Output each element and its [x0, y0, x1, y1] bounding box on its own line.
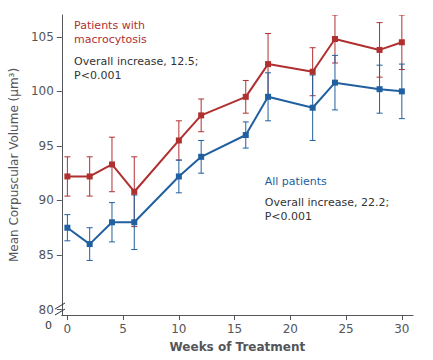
svg-text:Weeks of Treatment: Weeks of Treatment	[170, 340, 306, 354]
svg-text:5: 5	[119, 322, 127, 336]
svg-text:100: 100	[31, 84, 54, 98]
svg-text:Overall increase, 12.5;: Overall increase, 12.5;	[74, 55, 198, 68]
svg-text:Patients with: Patients with	[74, 19, 145, 32]
svg-text:P<0.001: P<0.001	[74, 69, 121, 82]
svg-text:All patients: All patients	[265, 175, 327, 188]
svg-text:30: 30	[394, 322, 409, 336]
svg-text:25: 25	[338, 322, 353, 336]
svg-text:90: 90	[39, 193, 54, 207]
svg-text:85: 85	[39, 248, 54, 262]
svg-text:P<0.001: P<0.001	[265, 210, 312, 223]
svg-text:20: 20	[283, 322, 298, 336]
svg-text:80: 80	[39, 303, 54, 317]
svg-text:105: 105	[31, 30, 54, 44]
svg-text:0: 0	[45, 319, 52, 332]
svg-text:10: 10	[171, 322, 186, 336]
svg-text:Mean Corpuscular Volume (μm³): Mean Corpuscular Volume (μm³)	[7, 68, 21, 262]
svg-text:15: 15	[227, 322, 242, 336]
svg-text:0: 0	[64, 322, 72, 336]
svg-text:macrocytosis: macrocytosis	[74, 33, 147, 46]
svg-text:Overall increase, 22.2;: Overall increase, 22.2;	[265, 196, 389, 209]
svg-text:95: 95	[39, 139, 54, 153]
